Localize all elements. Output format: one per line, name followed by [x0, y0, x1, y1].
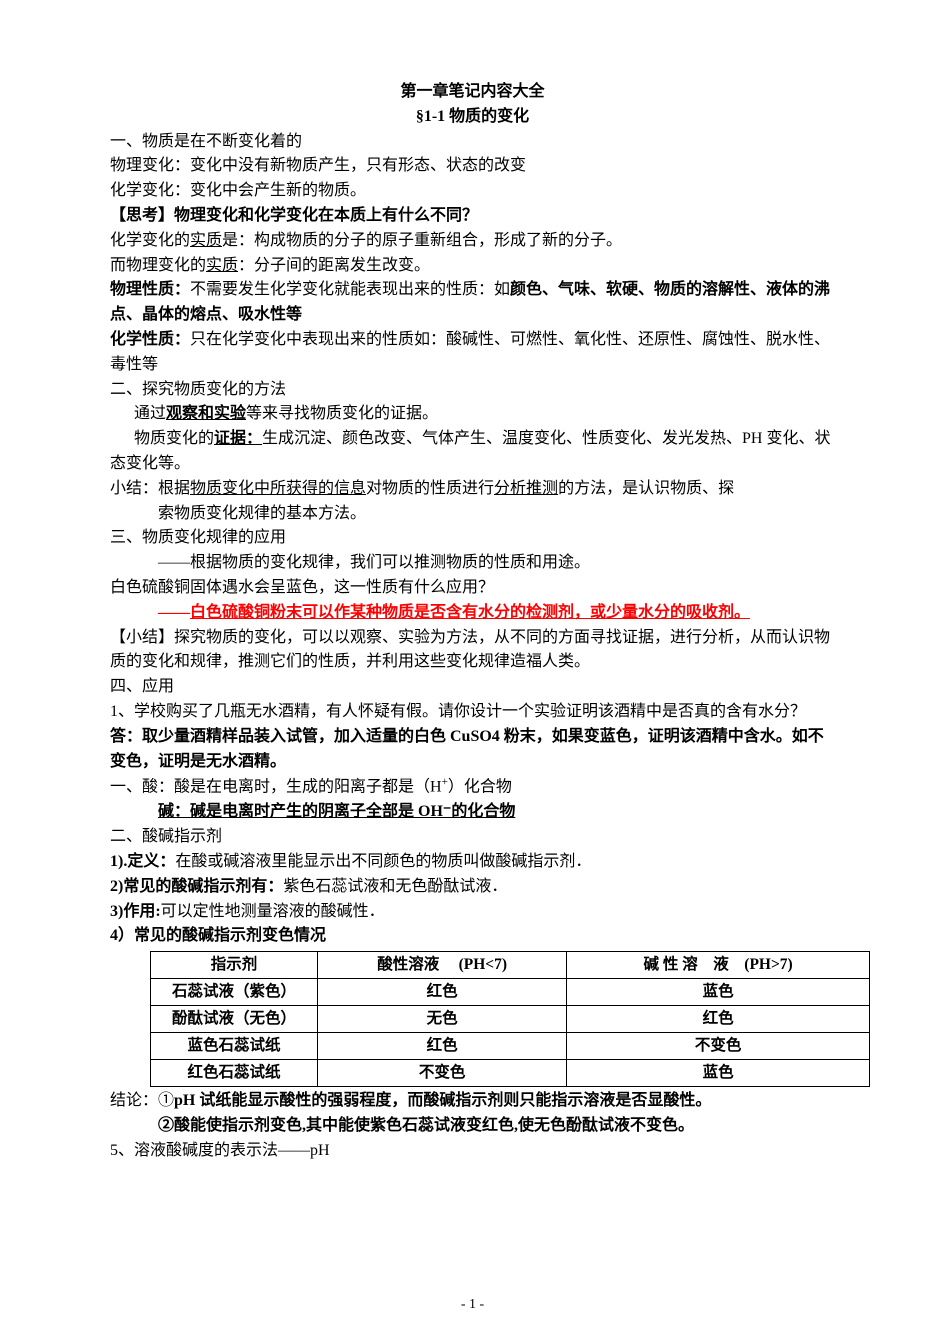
table-cell: 红色石蕊试纸: [151, 1060, 318, 1087]
para-conclusion-2: ②酸能使指示剂变色,其中能使紫色石蕊试液变红色,使无色酚酞试液不变色。: [110, 1114, 835, 1139]
para-physical-property: 物理性质：不需要发生化学变化就能表现出来的性质：如颜色、气味、软硬、物质的溶解性…: [110, 278, 835, 328]
page-number: - 1 -: [0, 1294, 945, 1316]
table-header-cell: 酸性溶液 (PH<7): [318, 952, 567, 979]
text-fragment: 可以定性地测量溶液的酸碱性．: [161, 903, 385, 920]
table-cell: 无色: [318, 1006, 567, 1033]
section-title-1: §1-1 物质的变化: [110, 105, 835, 130]
table-cell: 红色: [567, 1006, 870, 1033]
underline-analyze: 分析推测: [494, 480, 558, 497]
table-header-cell: 碱 性 溶 液 (PH>7): [567, 952, 870, 979]
para-physical-change: 物理变化：变化中没有新物质产生，只有形态、状态的改变: [110, 154, 835, 179]
para-common-indicator: 2)常见的酸碱指示剂有：紫色石蕊试液和无色酚酞试液．: [110, 875, 835, 900]
heading-1: 一、物质是在不断变化着的: [110, 130, 835, 155]
para-chemical-change: 化学变化：变化中会产生新的物质。: [110, 179, 835, 204]
underline-info: 物质变化中所获得的信息: [190, 480, 366, 497]
heading-indicator: 二、酸碱指示剂: [110, 825, 835, 850]
underline-essence-1: 实质: [190, 232, 222, 249]
text-fragment: 而物理变化的: [110, 257, 206, 274]
text-fragment: 物质变化的: [134, 430, 214, 447]
text-fragment: 不需要发生化学变化就能表现出来的性质：如: [190, 281, 510, 298]
text-fragment: 小结：根据: [110, 480, 190, 497]
label-effect: 3)作用:: [110, 903, 161, 920]
para-conclusion-1: 结论：①pH 试纸能显示酸性的强弱程度，而酸碱指示剂则只能指示溶液是否显酸性。: [110, 1089, 835, 1114]
text-fragment: ）化合物: [448, 779, 512, 796]
para-app-rule: ——根据物质的变化规律，我们可以推测物质的性质和用途。: [110, 551, 835, 576]
page-title-1: 第一章笔记内容大全: [110, 80, 835, 105]
text-fragment: ——: [158, 604, 190, 621]
text-fragment: 在酸或碱溶液里能显示出不同颜色的物质叫做酸碱指示剂．: [175, 853, 591, 870]
para-observe: 通过观察和实验等来寻找物质变化的证据。: [110, 402, 835, 427]
table-row: 红色石蕊试纸 不变色 蓝色: [151, 1060, 870, 1087]
para-ph-intro: 5、溶液酸碱度的表示法——pH: [110, 1139, 835, 1164]
table-row: 酚酞试液（无色） 无色 红色: [151, 1006, 870, 1033]
label-phys-property: 物理性质：: [110, 281, 190, 298]
table-cell: 石蕊试液（紫色）: [151, 979, 318, 1006]
table-cell: 酚酞试液（无色）: [151, 1006, 318, 1033]
para-acid-def: 一、酸：酸是在电离时，生成的阳离子都是（H+）化合物: [110, 774, 835, 800]
para-cuso4-answer: ——白色硫酸铜粉末可以作某种物质是否含有水分的检测剂，或少量水分的吸收剂。: [110, 601, 835, 626]
table-row: 石蕊试液（紫色） 红色 蓝色: [151, 979, 870, 1006]
table-cell: 不变色: [567, 1033, 870, 1060]
table-header-cell: 指示剂: [151, 952, 318, 979]
para-chemical-property: 化学性质：只在化学变化中表现出来的性质如：酸碱性、可燃性、氧化性、还原性、腐蚀性…: [110, 328, 835, 378]
text-conclusion-bold: pH 试纸能显示酸性的强弱程度，而酸碱指示剂则只能指示溶液是否显酸性。: [174, 1092, 711, 1109]
para-effect-indicator: 3)作用:可以定性地测量溶液的酸碱性．: [110, 900, 835, 925]
think-prompt: 【思考】物理变化和化学变化在本质上有什么不同？: [110, 204, 835, 229]
text-fragment: 紫色石蕊试液和无色酚酞试液．: [283, 878, 507, 895]
label-def: 1).定义：: [110, 853, 175, 870]
underline-essence-2: 实质: [206, 257, 238, 274]
para-summary-2: 【小结】探究物质的变化，可以以观察、实验为方法，从不同的方面寻找证据，进行分析，…: [110, 626, 835, 676]
label-chem-property: 化学性质：: [110, 331, 190, 348]
label-common: 2)常见的酸碱指示剂有：: [110, 878, 283, 895]
para-evidence: 物质变化的证据：生成沉淀、颜色改变、气体产生、温度变化、性质变化、发光发热、PH…: [110, 427, 835, 477]
text-fragment: 对物质的性质进行: [366, 480, 494, 497]
para-phys-essence: 而物理变化的实质：分子间的距离发生改变。: [110, 254, 835, 279]
underline-observe: 观察和实验: [166, 405, 246, 422]
para-answer-1: 答：取少量酒精样品装入试管，加入适量的白色 CuSO4 粉末，如果变蓝色，证明该…: [110, 725, 835, 775]
underline-evidence: 证据：: [214, 430, 262, 447]
para-def-indicator: 1).定义：在酸或碱溶液里能显示出不同颜色的物质叫做酸碱指示剂．: [110, 850, 835, 875]
para-cuso4-q: 白色硫酸铜固体遇水会呈蓝色，这一性质有什么应用？: [110, 576, 835, 601]
text-fragment: 是：构成物质的分子的原子重新组合，形成了新的分子。: [222, 232, 622, 249]
para-summary-1: 小结：根据物质变化中所获得的信息对物质的性质进行分析推测的方法，是认识物质、探: [110, 477, 835, 502]
document-page: 第一章笔记内容大全 §1-1 物质的变化 一、物质是在不断变化着的 物理变化：变…: [0, 0, 945, 1336]
underline-cuso4: 白色硫酸铜粉末可以作某种物质是否含有水分的检测剂，或少量水分的吸收剂。: [190, 604, 750, 621]
indicator-table: 指示剂 酸性溶液 (PH<7) 碱 性 溶 液 (PH>7) 石蕊试液（紫色） …: [150, 951, 870, 1087]
text-fragment: ：分子间的距离发生改变。: [238, 257, 430, 274]
para-table-title: 4）常见的酸碱指示剂变色情况: [110, 924, 835, 949]
text-fragment: 只在化学变化中表现出来的性质如：酸碱性、可燃性、氧化性、还原性、腐蚀性、脱水性、…: [110, 331, 830, 373]
text-fragment: 等来寻找物质变化的证据。: [246, 405, 438, 422]
text-fragment: 结论：①: [110, 1092, 174, 1109]
table-cell: 蓝色: [567, 979, 870, 1006]
text-fragment: 化学变化的: [110, 232, 190, 249]
text-fragment: 一、酸：酸是在电离时，生成的阳离子都是（H: [110, 779, 442, 796]
heading-4: 四、应用: [110, 675, 835, 700]
table-cell: 蓝色: [567, 1060, 870, 1087]
table-cell: 红色: [318, 979, 567, 1006]
table-row: 蓝色石蕊试纸 红色 不变色: [151, 1033, 870, 1060]
para-chem-essence: 化学变化的实质是：构成物质的分子的原子重新组合，形成了新的分子。: [110, 229, 835, 254]
para-question-1: 1、学校购买了几瓶无水酒精，有人怀疑有假。请你设计一个实验证明该酒精中是否真的含…: [110, 700, 835, 725]
para-summary-1b: 索物质变化规律的基本方法。: [110, 502, 835, 527]
table-cell: 红色: [318, 1033, 567, 1060]
heading-3: 三、物质变化规律的应用: [110, 526, 835, 551]
text-fragment: 的方法，是认识物质、探: [558, 480, 734, 497]
table-header-row: 指示剂 酸性溶液 (PH<7) 碱 性 溶 液 (PH>7): [151, 952, 870, 979]
table-cell: 蓝色石蕊试纸: [151, 1033, 318, 1060]
text-fragment: 通过: [134, 405, 166, 422]
heading-2: 二、探究物质变化的方法: [110, 378, 835, 403]
table-cell: 不变色: [318, 1060, 567, 1087]
para-base-def: 碱：碱是电离时产生的阴离子全部是 OH⁻的化合物: [110, 800, 835, 825]
